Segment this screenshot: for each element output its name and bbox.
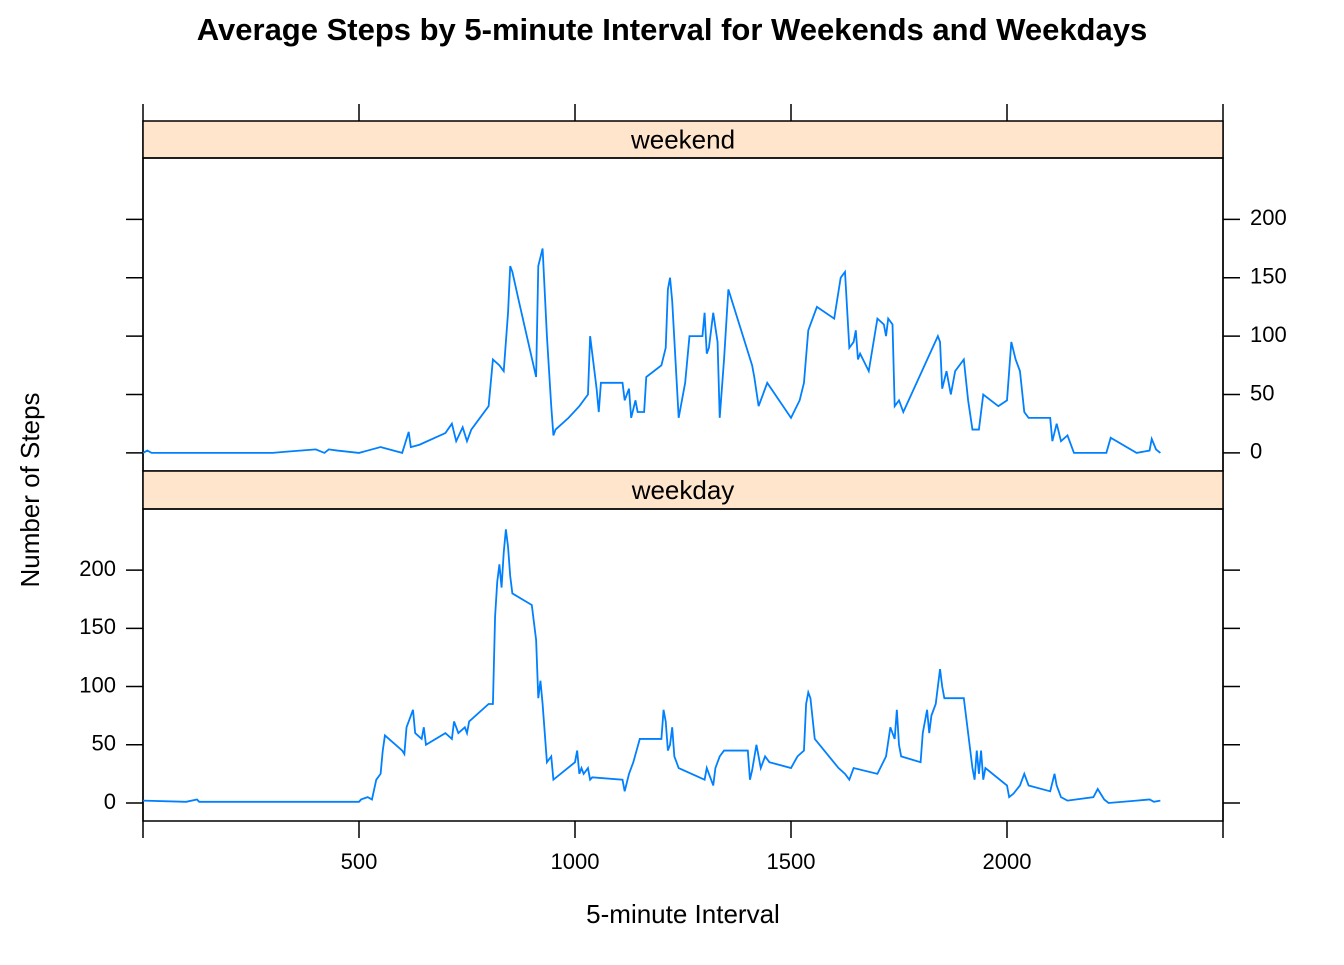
y-tick-label: 200 <box>79 556 116 581</box>
strip <box>142 470 1224 510</box>
x-tick-label: 500 <box>341 849 378 874</box>
series-line <box>142 248 1161 454</box>
x-axis-label: 5-minute Interval <box>586 899 780 929</box>
strip-label: weekend <box>630 124 735 154</box>
y-tick-label: 0 <box>1250 439 1262 464</box>
y-axis-label: Number of Steps <box>15 392 45 587</box>
y-tick-label: 150 <box>1250 264 1287 289</box>
x-tick-label: 1500 <box>767 849 816 874</box>
y-tick-label: 100 <box>1250 322 1287 347</box>
y-tick-label: 200 <box>1250 205 1287 230</box>
y-tick-label: 50 <box>1250 380 1274 405</box>
y-tick-label: 50 <box>92 731 116 756</box>
strip-label: weekday <box>631 475 735 505</box>
chart-title: Average Steps by 5-minute Interval for W… <box>197 12 1147 47</box>
series-line <box>142 529 1161 804</box>
y-tick-label: 100 <box>79 672 116 697</box>
y-tick-label: 150 <box>79 614 116 639</box>
x-tick-label: 2000 <box>983 849 1032 874</box>
strip <box>142 120 1224 159</box>
y-tick-label: 0 <box>104 789 116 814</box>
panel <box>142 508 1224 822</box>
panel <box>142 157 1224 472</box>
x-tick-label: 1000 <box>551 849 600 874</box>
